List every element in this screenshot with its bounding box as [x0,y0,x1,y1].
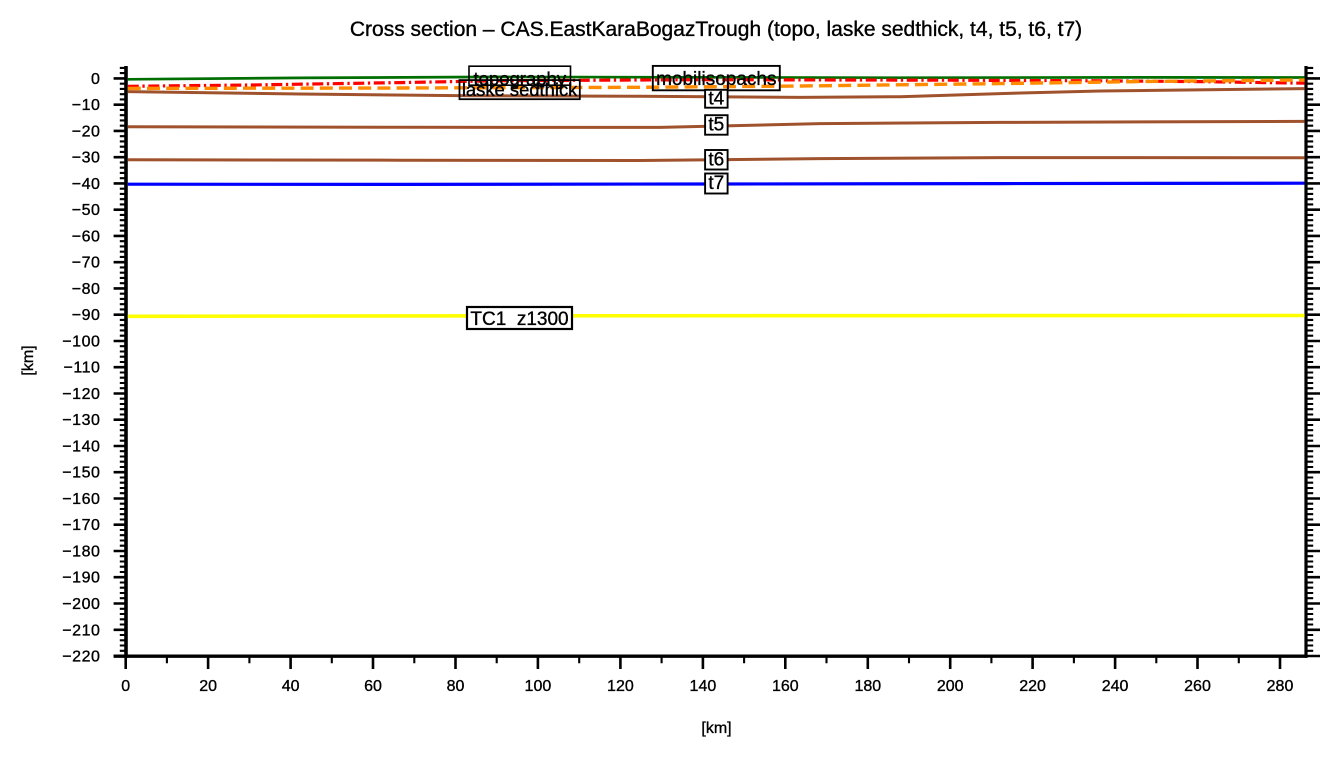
svg-text:−200: −200 [62,596,100,613]
svg-text:Cross section – CAS.EastKaraBo: Cross section – CAS.EastKaraBogazTrough … [350,18,1082,41]
svg-text:−110: −110 [63,360,100,377]
svg-text:t5: t5 [708,115,724,136]
svg-text:t4: t4 [708,89,724,110]
svg-text:−160: −160 [62,491,100,508]
svg-text:140: 140 [690,678,717,695]
svg-text:280: 280 [1267,678,1294,695]
svg-text:−30: −30 [72,150,101,167]
svg-text:−20: −20 [72,123,101,140]
svg-text:−80: −80 [72,281,101,298]
svg-text:0: 0 [121,678,130,695]
svg-text:[km]: [km] [701,720,731,737]
svg-text:mobilisopachs: mobilisopachs [656,69,776,90]
svg-text:−70: −70 [72,255,101,272]
svg-text:−170: −170 [62,517,100,534]
svg-text:−220: −220 [62,649,100,666]
svg-text:−130: −130 [62,412,100,429]
svg-text:160: 160 [772,678,799,695]
svg-text:−120: −120 [62,386,100,403]
svg-text:200: 200 [937,678,964,695]
svg-text:−40: −40 [72,176,101,193]
svg-text:120: 120 [607,678,634,695]
svg-text:−50: −50 [72,202,101,219]
svg-text:t7: t7 [708,173,724,194]
svg-text:t6: t6 [708,149,724,170]
svg-text:0: 0 [91,71,100,88]
svg-text:laske sedthick: laske sedthick [462,79,578,100]
svg-text:TC1 z1300: TC1 z1300 [470,309,568,330]
svg-text:40: 40 [282,678,300,695]
svg-text:60: 60 [364,678,382,695]
svg-text:20: 20 [199,678,217,695]
svg-text:100: 100 [525,678,552,695]
svg-text:−90: −90 [72,307,101,324]
svg-text:260: 260 [1184,678,1211,695]
svg-text:−210: −210 [62,622,100,639]
svg-text:−150: −150 [62,465,100,482]
svg-text:−10: −10 [72,97,101,114]
svg-text:80: 80 [447,678,465,695]
svg-text:−190: −190 [62,570,100,587]
svg-text:220: 220 [1019,678,1046,695]
svg-text:topography: topography [474,68,567,89]
svg-text:180: 180 [854,678,881,695]
svg-text:240: 240 [1102,678,1129,695]
svg-text:−100: −100 [62,334,100,351]
svg-text:−60: −60 [72,228,101,245]
svg-text:−140: −140 [62,439,100,456]
svg-text:−180: −180 [62,544,100,561]
svg-text:[km]: [km] [20,345,37,375]
